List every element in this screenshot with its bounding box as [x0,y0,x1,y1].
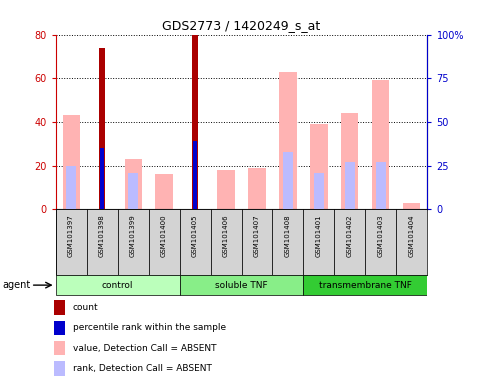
Text: count: count [72,303,98,312]
Text: GSM101397: GSM101397 [68,215,74,257]
Bar [376,162,386,209]
Bar [100,148,104,209]
Text: transmembrane TNF: transmembrane TNF [319,281,412,290]
Bar [272,209,303,275]
Bar [54,321,65,335]
Text: GSM101407: GSM101407 [254,215,260,257]
Bar [283,152,293,209]
Text: soluble TNF: soluble TNF [215,281,268,290]
Bar [303,275,427,295]
Bar [128,172,139,209]
Bar [62,115,80,209]
Text: agent: agent [2,280,30,290]
Bar [99,48,105,209]
Text: GSM101400: GSM101400 [161,215,167,257]
Title: GDS2773 / 1420249_s_at: GDS2773 / 1420249_s_at [162,19,321,32]
Bar [86,209,117,275]
Bar [217,170,235,209]
Text: GSM101406: GSM101406 [223,215,229,257]
Bar [341,113,358,209]
Bar [54,300,65,315]
Bar [397,209,427,275]
Bar [366,209,397,275]
Text: control: control [102,281,133,290]
Text: GSM101408: GSM101408 [285,215,291,257]
Bar [334,209,366,275]
Bar [403,203,421,209]
Bar [372,80,389,209]
Text: GSM101399: GSM101399 [130,215,136,257]
Text: GSM101401: GSM101401 [316,215,322,257]
Bar [54,341,65,355]
Bar [211,209,242,275]
Bar [303,209,334,275]
Text: GSM101398: GSM101398 [99,215,105,257]
Text: GSM101403: GSM101403 [378,215,384,257]
Bar [180,209,211,275]
Bar [192,35,198,209]
Text: percentile rank within the sample: percentile rank within the sample [72,323,226,332]
Bar [248,168,266,209]
Bar [156,174,172,209]
Text: value, Detection Call = ABSENT: value, Detection Call = ABSENT [72,344,216,353]
Bar [180,275,303,295]
Bar [242,209,272,275]
Bar [344,162,355,209]
Text: GSM101405: GSM101405 [192,215,198,257]
Bar [280,72,297,209]
Text: rank, Detection Call = ABSENT: rank, Detection Call = ABSENT [72,364,212,373]
Bar [56,209,86,275]
Bar [117,209,149,275]
Bar [125,159,142,209]
Bar [56,275,180,295]
Bar [313,172,325,209]
Bar [311,124,327,209]
Bar [54,361,65,376]
Text: GSM101402: GSM101402 [347,215,353,257]
Text: GSM101404: GSM101404 [409,215,415,257]
Bar [66,166,76,209]
Bar [193,141,197,209]
Bar [149,209,180,275]
